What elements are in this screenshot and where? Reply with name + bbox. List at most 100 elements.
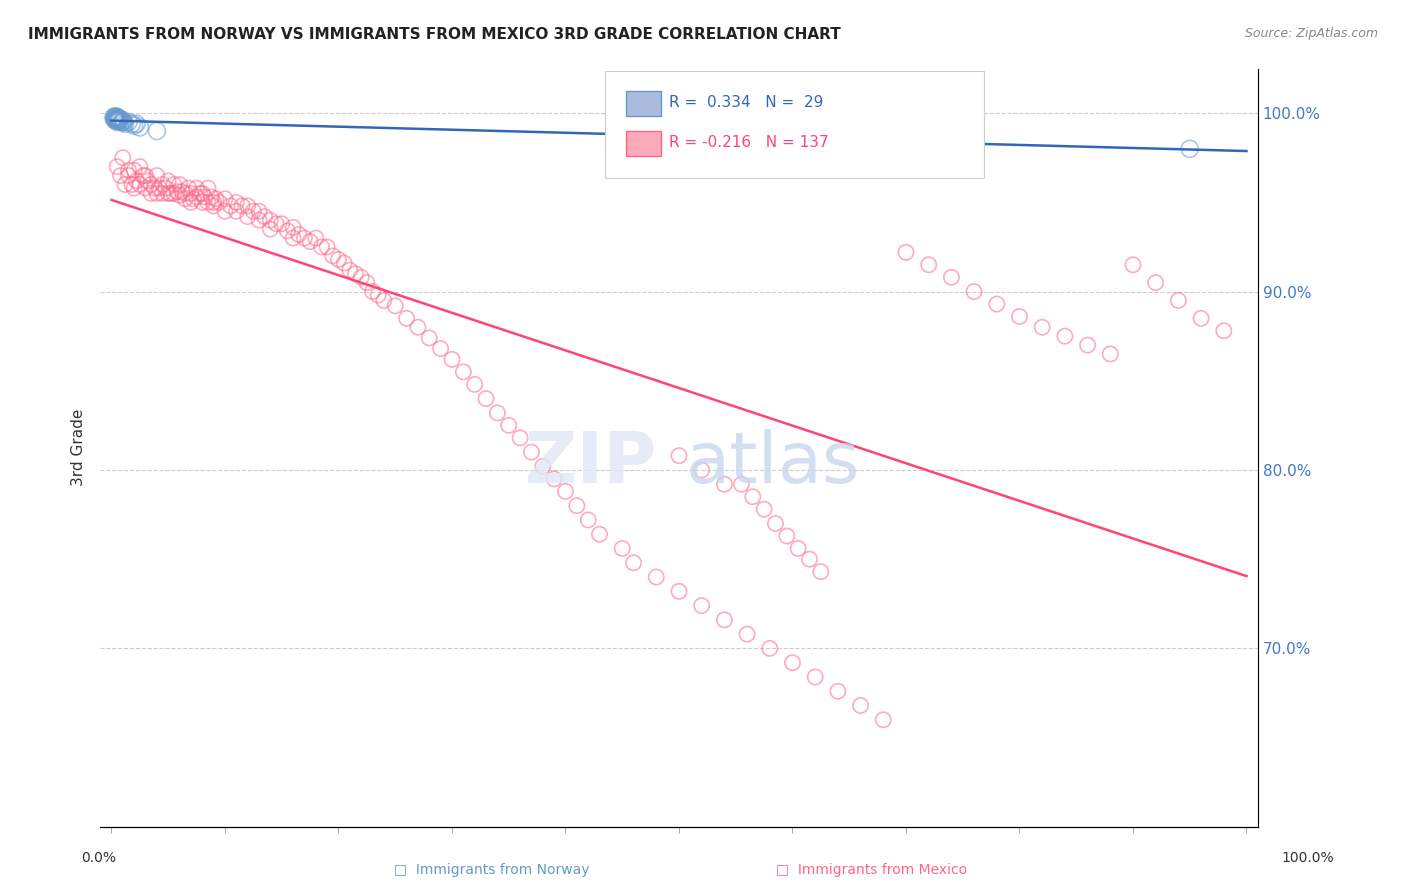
Immigrants from Mexico	[121, 178, 143, 192]
Immigrants from Norway	[103, 112, 125, 126]
Immigrants from Mexico	[486, 406, 509, 420]
Immigrants from Mexico	[169, 188, 191, 202]
Immigrants from Mexico	[169, 178, 191, 192]
Immigrants from Norway	[105, 112, 128, 126]
Immigrants from Norway	[111, 113, 134, 128]
Immigrants from Mexico	[197, 181, 219, 195]
Immigrants from Mexico	[367, 288, 389, 302]
Immigrants from Mexico	[752, 502, 775, 516]
Immigrants from Norway	[104, 110, 127, 124]
Immigrants from Mexico	[690, 599, 713, 613]
Immigrants from Mexico	[125, 174, 148, 188]
Immigrants from Mexico	[713, 613, 735, 627]
Immigrants from Mexico	[180, 186, 202, 201]
Immigrants from Mexico	[1144, 276, 1167, 290]
Immigrants from Mexico	[166, 185, 188, 199]
Immigrants from Mexico	[159, 186, 181, 201]
Immigrants from Mexico	[146, 186, 169, 201]
Immigrants from Mexico	[1008, 310, 1031, 324]
Immigrants from Mexico	[333, 256, 356, 270]
Immigrants from Norway	[112, 115, 135, 129]
Immigrants from Mexico	[181, 192, 204, 206]
Immigrants from Norway	[105, 115, 128, 129]
Immigrants from Norway	[103, 110, 125, 124]
Immigrants from Mexico	[128, 160, 150, 174]
Immigrants from Mexico	[208, 195, 231, 210]
Immigrants from Mexico	[565, 499, 588, 513]
Immigrants from Mexico	[918, 258, 941, 272]
Immigrants from Mexico	[350, 270, 373, 285]
Text: 100.0%: 100.0%	[1281, 851, 1334, 865]
Immigrants from Mexico	[214, 192, 236, 206]
Immigrants from Mexico	[713, 477, 735, 491]
Immigrants from Mexico	[464, 377, 486, 392]
Immigrants from Mexico	[406, 320, 429, 334]
Immigrants from Mexico	[186, 190, 208, 204]
Immigrants from Mexico	[231, 199, 253, 213]
Immigrants from Mexico	[259, 222, 281, 236]
Immigrants from Norway	[104, 112, 127, 126]
Immigrants from Mexico	[135, 181, 157, 195]
Immigrants from Mexico	[281, 231, 304, 245]
Immigrants from Mexico	[143, 181, 166, 195]
Text: 0.0%: 0.0%	[82, 851, 115, 865]
Immigrants from Mexico	[117, 163, 139, 178]
Immigrants from Mexico	[110, 169, 132, 183]
Immigrants from Mexico	[804, 670, 827, 684]
Text: R =  0.334   N =  29: R = 0.334 N = 29	[669, 95, 824, 110]
Immigrants from Norway	[121, 117, 143, 131]
Immigrants from Mexico	[259, 213, 281, 227]
Immigrants from Mexico	[186, 181, 208, 195]
Immigrants from Mexico	[827, 684, 849, 698]
Immigrants from Mexico	[174, 192, 197, 206]
Immigrants from Mexico	[758, 641, 780, 656]
Immigrants from Mexico	[148, 181, 170, 195]
Immigrants from Mexico	[453, 365, 475, 379]
Immigrants from Mexico	[117, 169, 139, 183]
Immigrants from Mexico	[191, 195, 214, 210]
Immigrants from Mexico	[136, 174, 159, 188]
Immigrants from Mexico	[849, 698, 872, 713]
Immigrants from Norway	[146, 124, 169, 138]
Immigrants from Mexico	[287, 227, 309, 242]
Immigrants from Mexico	[735, 627, 758, 641]
Immigrants from Mexico	[242, 204, 264, 219]
Immigrants from Mexico	[418, 331, 440, 345]
Immigrants from Norway	[108, 113, 131, 128]
Immigrants from Mexico	[177, 181, 200, 195]
Immigrants from Norway	[107, 113, 129, 128]
Immigrants from Mexico	[163, 178, 186, 192]
Immigrants from Mexico	[429, 342, 451, 356]
Immigrants from Mexico	[174, 186, 197, 201]
Immigrants from Mexico	[894, 245, 917, 260]
Immigrants from Mexico	[135, 169, 157, 183]
Immigrants from Mexico	[668, 449, 690, 463]
Immigrants from Mexico	[225, 195, 247, 210]
Immigrants from Mexico	[202, 199, 225, 213]
Immigrants from Mexico	[299, 235, 322, 249]
Immigrants from Mexico	[690, 463, 713, 477]
Immigrants from Mexico	[361, 285, 384, 299]
Immigrants from Norway	[111, 115, 134, 129]
Text: IMMIGRANTS FROM NORWAY VS IMMIGRANTS FROM MEXICO 3RD GRADE CORRELATION CHART: IMMIGRANTS FROM NORWAY VS IMMIGRANTS FRO…	[28, 27, 841, 42]
Immigrants from Norway	[110, 113, 132, 128]
Immigrants from Mexico	[270, 217, 292, 231]
Immigrants from Norway	[104, 113, 127, 128]
Immigrants from Mexico	[247, 204, 270, 219]
Immigrants from Mexico	[170, 185, 193, 199]
Immigrants from Mexico	[111, 151, 134, 165]
Immigrants from Mexico	[668, 584, 690, 599]
Immigrants from Mexico	[765, 516, 787, 531]
Immigrants from Mexico	[219, 199, 242, 213]
Text: Source: ZipAtlas.com: Source: ZipAtlas.com	[1244, 27, 1378, 40]
Immigrants from Mexico	[1099, 347, 1122, 361]
Immigrants from Norway	[107, 112, 129, 126]
Immigrants from Mexico	[730, 477, 752, 491]
Immigrants from Mexico	[344, 267, 367, 281]
Immigrants from Mexico	[1212, 324, 1234, 338]
Immigrants from Mexico	[328, 252, 350, 267]
Immigrants from Mexico	[141, 178, 163, 192]
Immigrants from Norway	[117, 115, 139, 129]
Immigrants from Mexico	[281, 220, 304, 235]
Immigrants from Mexico	[782, 656, 804, 670]
